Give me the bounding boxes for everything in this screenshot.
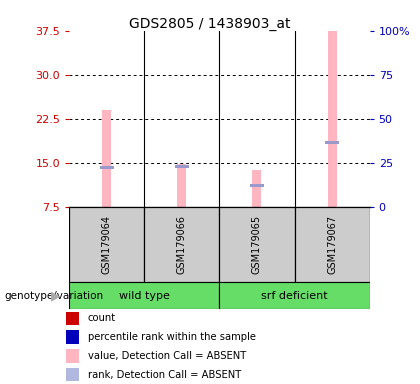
Bar [66,368,79,381]
Bar [69,207,144,282]
Bar [177,164,186,207]
Bar [220,282,370,309]
Bar [66,331,79,344]
Text: genotype/variation: genotype/variation [4,291,103,301]
Bar [175,165,189,167]
Text: GSM179065: GSM179065 [252,215,262,274]
Bar [69,282,220,309]
Text: rank, Detection Call = ABSENT: rank, Detection Call = ABSENT [88,370,241,380]
Bar [66,349,79,362]
Text: value, Detection Call = ABSENT: value, Detection Call = ABSENT [88,351,246,361]
Text: wild type: wild type [119,291,170,301]
Bar [328,31,336,207]
Text: GDS2805 / 1438903_at: GDS2805 / 1438903_at [129,17,291,31]
Bar [66,312,79,325]
Bar [144,207,220,282]
Text: srf deficient: srf deficient [261,291,328,301]
Text: GSM179064: GSM179064 [102,215,112,274]
Bar [100,166,113,169]
Text: GSM179066: GSM179066 [177,215,187,274]
Text: percentile rank within the sample: percentile rank within the sample [88,332,256,342]
Bar [250,184,264,187]
Bar [294,207,370,282]
Bar [220,207,294,282]
Bar [326,141,339,144]
Bar [102,110,111,207]
Text: GSM179067: GSM179067 [327,215,337,274]
Text: ▶: ▶ [51,289,61,302]
Bar [252,170,262,207]
Text: count: count [88,313,116,323]
